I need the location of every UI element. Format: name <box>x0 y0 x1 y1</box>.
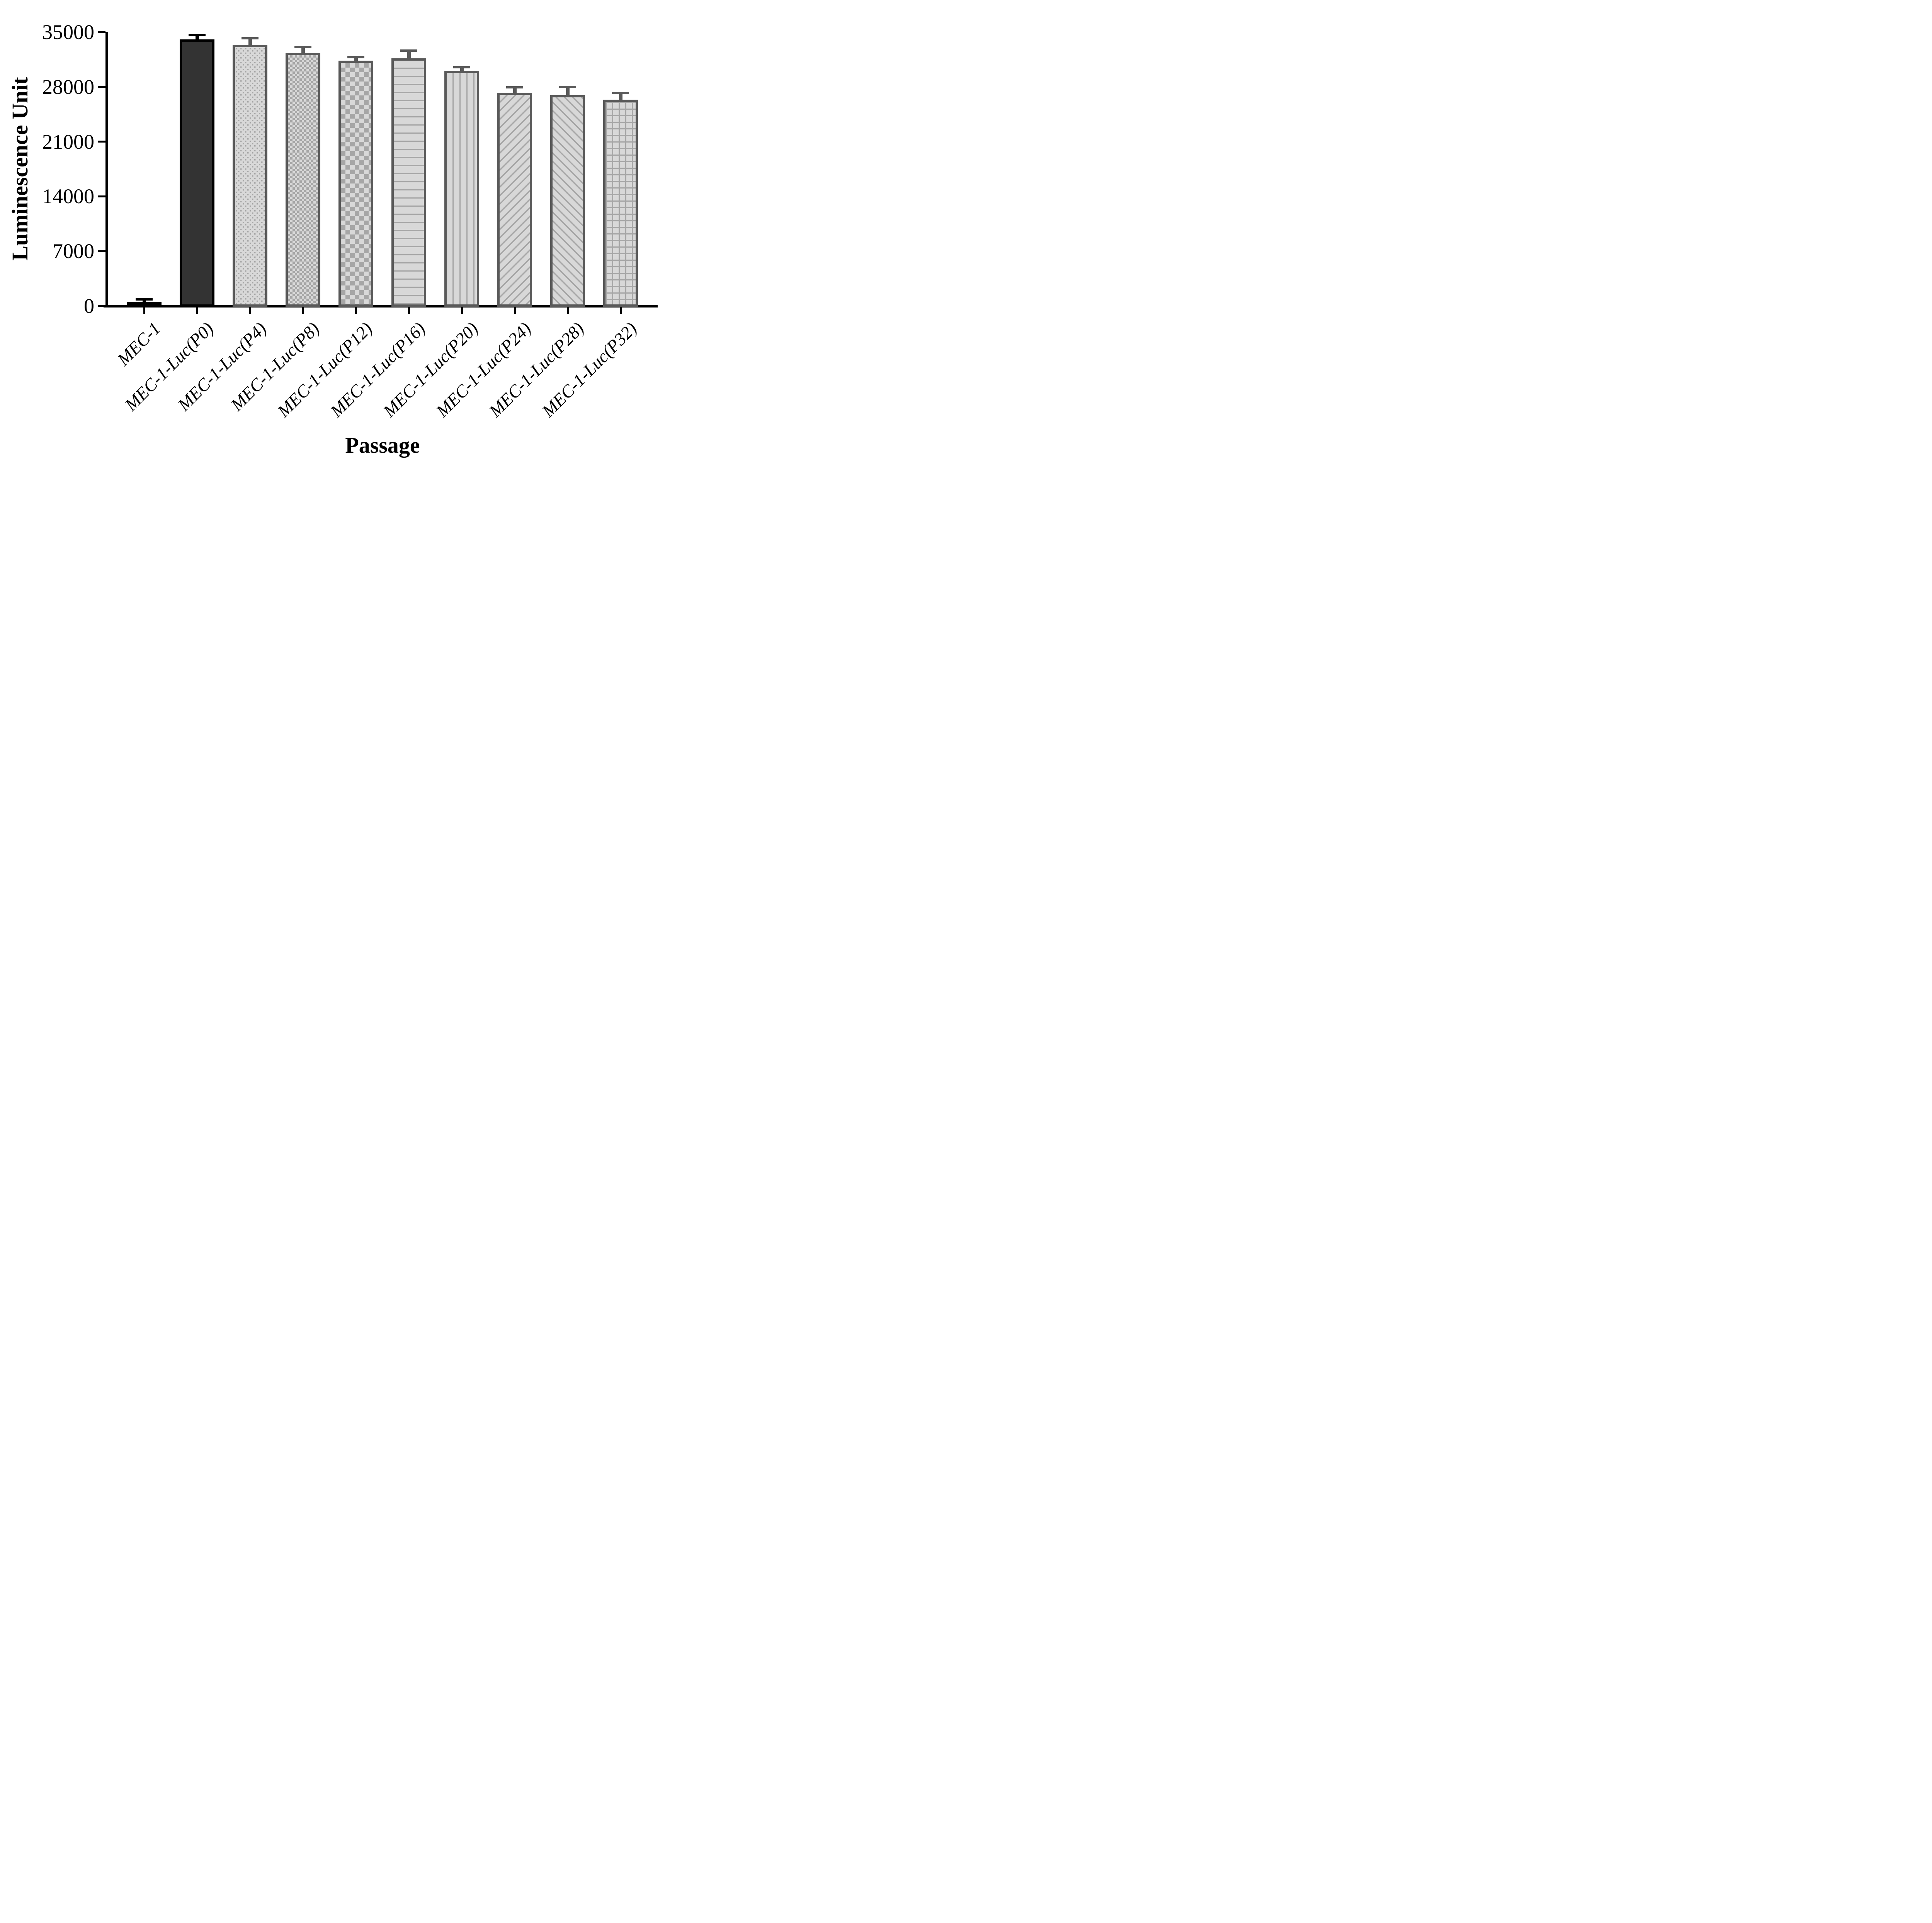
bar-mec-1-luc-p24 <box>497 93 532 307</box>
error-bar-stem-mec-1-luc-p24 <box>513 88 517 93</box>
error-bar-stem-mec-1-luc-p32 <box>619 94 622 100</box>
bar-mec-1-luc-p32 <box>603 100 638 307</box>
error-bar-stem-mec-1-luc-p16 <box>407 51 411 58</box>
y-tick-label-21000: 21000 <box>42 130 94 153</box>
y-tick-7000 <box>98 250 105 252</box>
x-tick-mec-1-luc-p24 <box>514 307 516 314</box>
bar-mec-1-luc-p28 <box>550 95 585 307</box>
error-bar-cap-mec-1-luc-p28 <box>559 85 576 88</box>
error-bar-stem-mec-1-luc-p8 <box>301 48 305 53</box>
error-bar-stem-mec-1-luc-p20 <box>460 68 464 71</box>
x-tick-mec-1-luc-p0 <box>196 307 198 314</box>
error-bar-cap-mec-1-luc-p8 <box>294 46 311 48</box>
bar-mec-1-luc-p20 <box>444 71 479 307</box>
error-bar-cap-mec-1-luc-p20 <box>453 66 470 69</box>
y-tick-label-0: 0 <box>84 294 94 318</box>
error-bar-cap-mec-1 <box>136 298 153 301</box>
x-tick-mec-1-luc-p20 <box>461 307 463 314</box>
error-bar-stem-mec-1-luc-p4 <box>248 39 252 45</box>
x-tick-mec-1-luc-p28 <box>566 307 569 314</box>
bar-mec-1-luc-p16 <box>391 58 426 307</box>
error-bar-cap-mec-1-luc-p24 <box>506 86 523 88</box>
bar-mec-1-luc-p12 <box>338 60 373 307</box>
y-tick-0 <box>98 305 105 307</box>
error-bar-stem-mec-1-luc-p28 <box>566 88 570 95</box>
y-tick-label-14000: 14000 <box>42 185 94 208</box>
y-tick-21000 <box>98 141 105 143</box>
y-tick-14000 <box>98 195 105 197</box>
x-tick-mec-1-luc-p12 <box>355 307 357 314</box>
x-tick-mec-1-luc-p32 <box>619 307 622 314</box>
y-axis-line <box>105 32 108 307</box>
error-bar-cap-mec-1-luc-p4 <box>242 37 259 40</box>
x-axis-title: Passage <box>345 433 420 458</box>
x-axis-line <box>104 305 658 307</box>
error-bar-cap-mec-1-luc-p0 <box>189 34 206 37</box>
error-bar-stem-mec-1 <box>142 300 146 302</box>
x-tick-mec-1-luc-p4 <box>249 307 251 314</box>
error-bar-cap-mec-1-luc-p32 <box>612 92 629 95</box>
x-tick-mec-1 <box>143 307 145 314</box>
y-tick-label-35000: 35000 <box>42 20 94 44</box>
error-bar-cap-mec-1-luc-p16 <box>400 49 417 52</box>
bar-mec-1 <box>127 301 162 307</box>
y-tick-28000 <box>98 86 105 88</box>
bar-chart-figure: Luminescence Unit 0 7000 14000 21000 28000 35… <box>0 0 688 481</box>
y-tick-35000 <box>98 31 105 33</box>
error-bar-stem-mec-1-luc-p12 <box>354 58 358 61</box>
y-tick-label-28000: 28000 <box>42 75 94 99</box>
bar-mec-1-luc-p8 <box>286 53 320 307</box>
x-tick-mec-1-luc-p16 <box>408 307 410 314</box>
y-tick-label-7000: 7000 <box>53 240 94 263</box>
bar-mec-1-luc-p4 <box>233 45 267 307</box>
error-bar-stem-mec-1-luc-p0 <box>195 36 199 40</box>
error-bar-cap-mec-1-luc-p12 <box>347 56 364 58</box>
bar-mec-1-luc-p0 <box>180 39 214 307</box>
x-tick-mec-1-luc-p8 <box>302 307 304 314</box>
